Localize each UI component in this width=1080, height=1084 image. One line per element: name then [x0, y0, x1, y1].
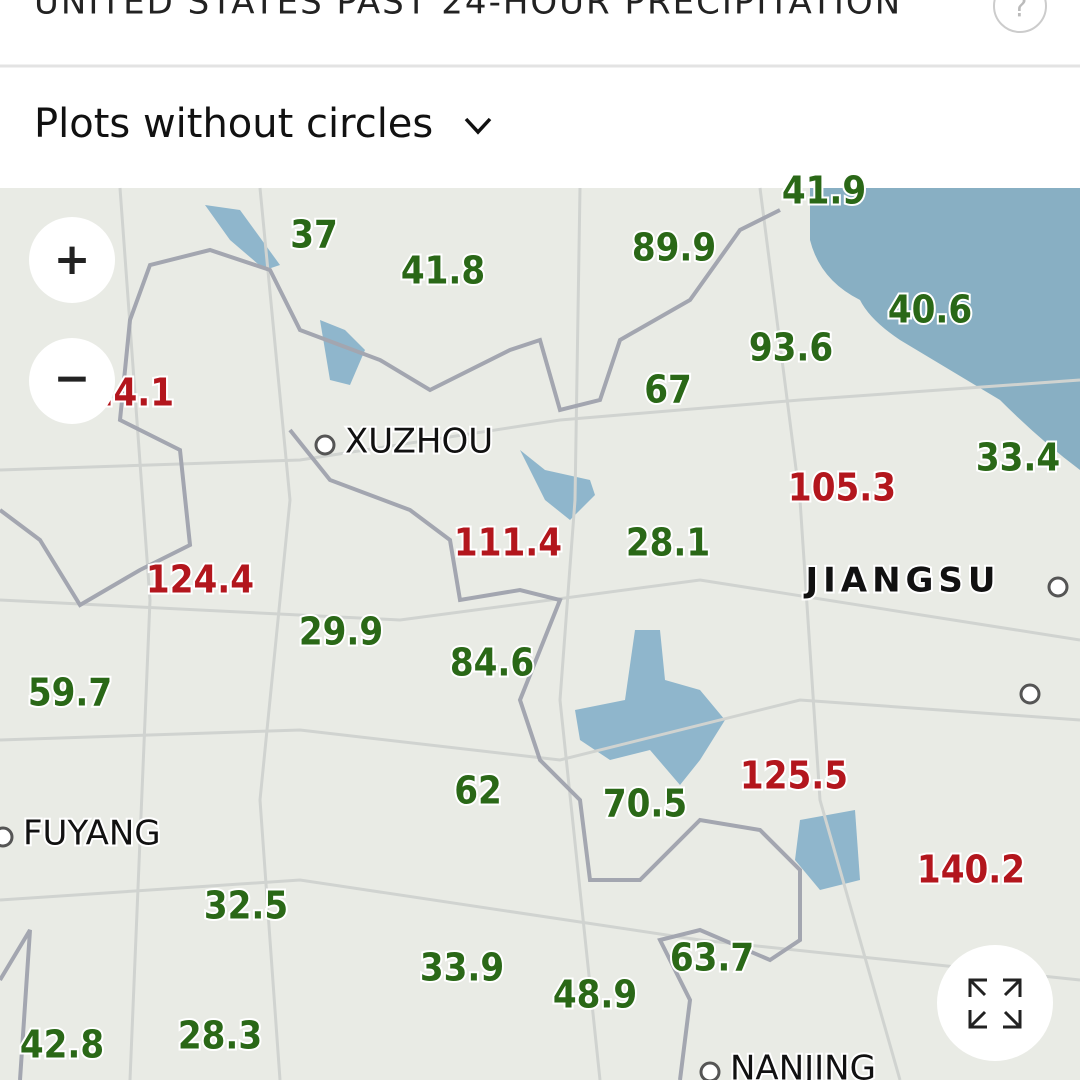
zoom-out-icon[interactable]: −	[54, 353, 91, 404]
region-label: JIANGSU	[803, 561, 1000, 601]
city-label: FUYANG	[23, 814, 161, 854]
map[interactable]	[0, 187, 1080, 1081]
dropdown-label[interactable]: Plots without circles	[34, 101, 433, 147]
precip-plot: 89.9	[632, 226, 716, 270]
precip-plot: 29.9	[299, 610, 383, 654]
precip-plot: 93.6	[749, 326, 833, 370]
precip-plot: 37	[290, 213, 338, 257]
precip-plot: 40.6	[888, 288, 972, 332]
zoom-in[interactable]: +	[29, 217, 115, 303]
precip-plot: 62	[454, 769, 502, 813]
city-dot	[1047, 576, 1069, 598]
precip-plot: 33.4	[976, 436, 1060, 480]
precip-plot: 67	[644, 368, 692, 412]
zoom-in-icon[interactable]: +	[54, 234, 91, 285]
city-dot	[0, 826, 14, 848]
precip-plot: 59.7	[28, 671, 112, 715]
city-dot	[1019, 683, 1041, 705]
precip-plot: 70.5	[603, 782, 687, 826]
help-button[interactable]	[993, 0, 1047, 33]
sea	[810, 188, 1080, 470]
precip-plot: 111.4	[454, 521, 562, 565]
header-bg	[0, 0, 1080, 188]
precip-plot: 28.1	[626, 521, 710, 565]
city-dot	[314, 434, 336, 456]
lake	[320, 320, 365, 385]
help-icon[interactable]: ?	[1013, 0, 1028, 23]
lake	[795, 810, 860, 890]
precip-plot: 84.6	[450, 641, 534, 685]
borders	[0, 208, 802, 1081]
precip-plot: 41.9	[782, 169, 866, 213]
precip-plot: 28.3	[178, 1014, 262, 1058]
precip-plot: 124.4	[146, 558, 254, 602]
fullscreen[interactable]	[937, 945, 1053, 1061]
precip-plot: 42.8	[20, 1023, 104, 1067]
precip-plot: 48.9	[553, 973, 637, 1017]
city-label: NANJING	[730, 1049, 876, 1081]
precip-plot: 33.9	[420, 946, 504, 990]
dropdown[interactable]: Plots without circles	[34, 101, 492, 147]
lake	[205, 205, 280, 270]
precip-plot: 63.7	[670, 936, 754, 980]
fullscreen-icon[interactable]	[968, 978, 1022, 1029]
fullscreen-button[interactable]	[937, 945, 1053, 1061]
zoom-out-button[interactable]	[29, 338, 115, 424]
zoom-out[interactable]: −	[29, 338, 115, 424]
dropdown-chevron[interactable]	[464, 117, 492, 135]
precip-plot: 32.5	[204, 884, 288, 928]
zoom-in-button[interactable]	[29, 217, 115, 303]
header-title: UNITED STATES PAST 24-HOUR PRECIPITATION	[34, 0, 902, 23]
precip-plot: 140.2	[917, 848, 1025, 892]
city-label: XUZHOU	[345, 422, 493, 462]
precip-plot: 41.8	[401, 249, 485, 293]
precip-plot: 125.5	[740, 754, 848, 798]
city-dot	[699, 1061, 721, 1083]
precip-plot: 105.3	[788, 466, 896, 510]
